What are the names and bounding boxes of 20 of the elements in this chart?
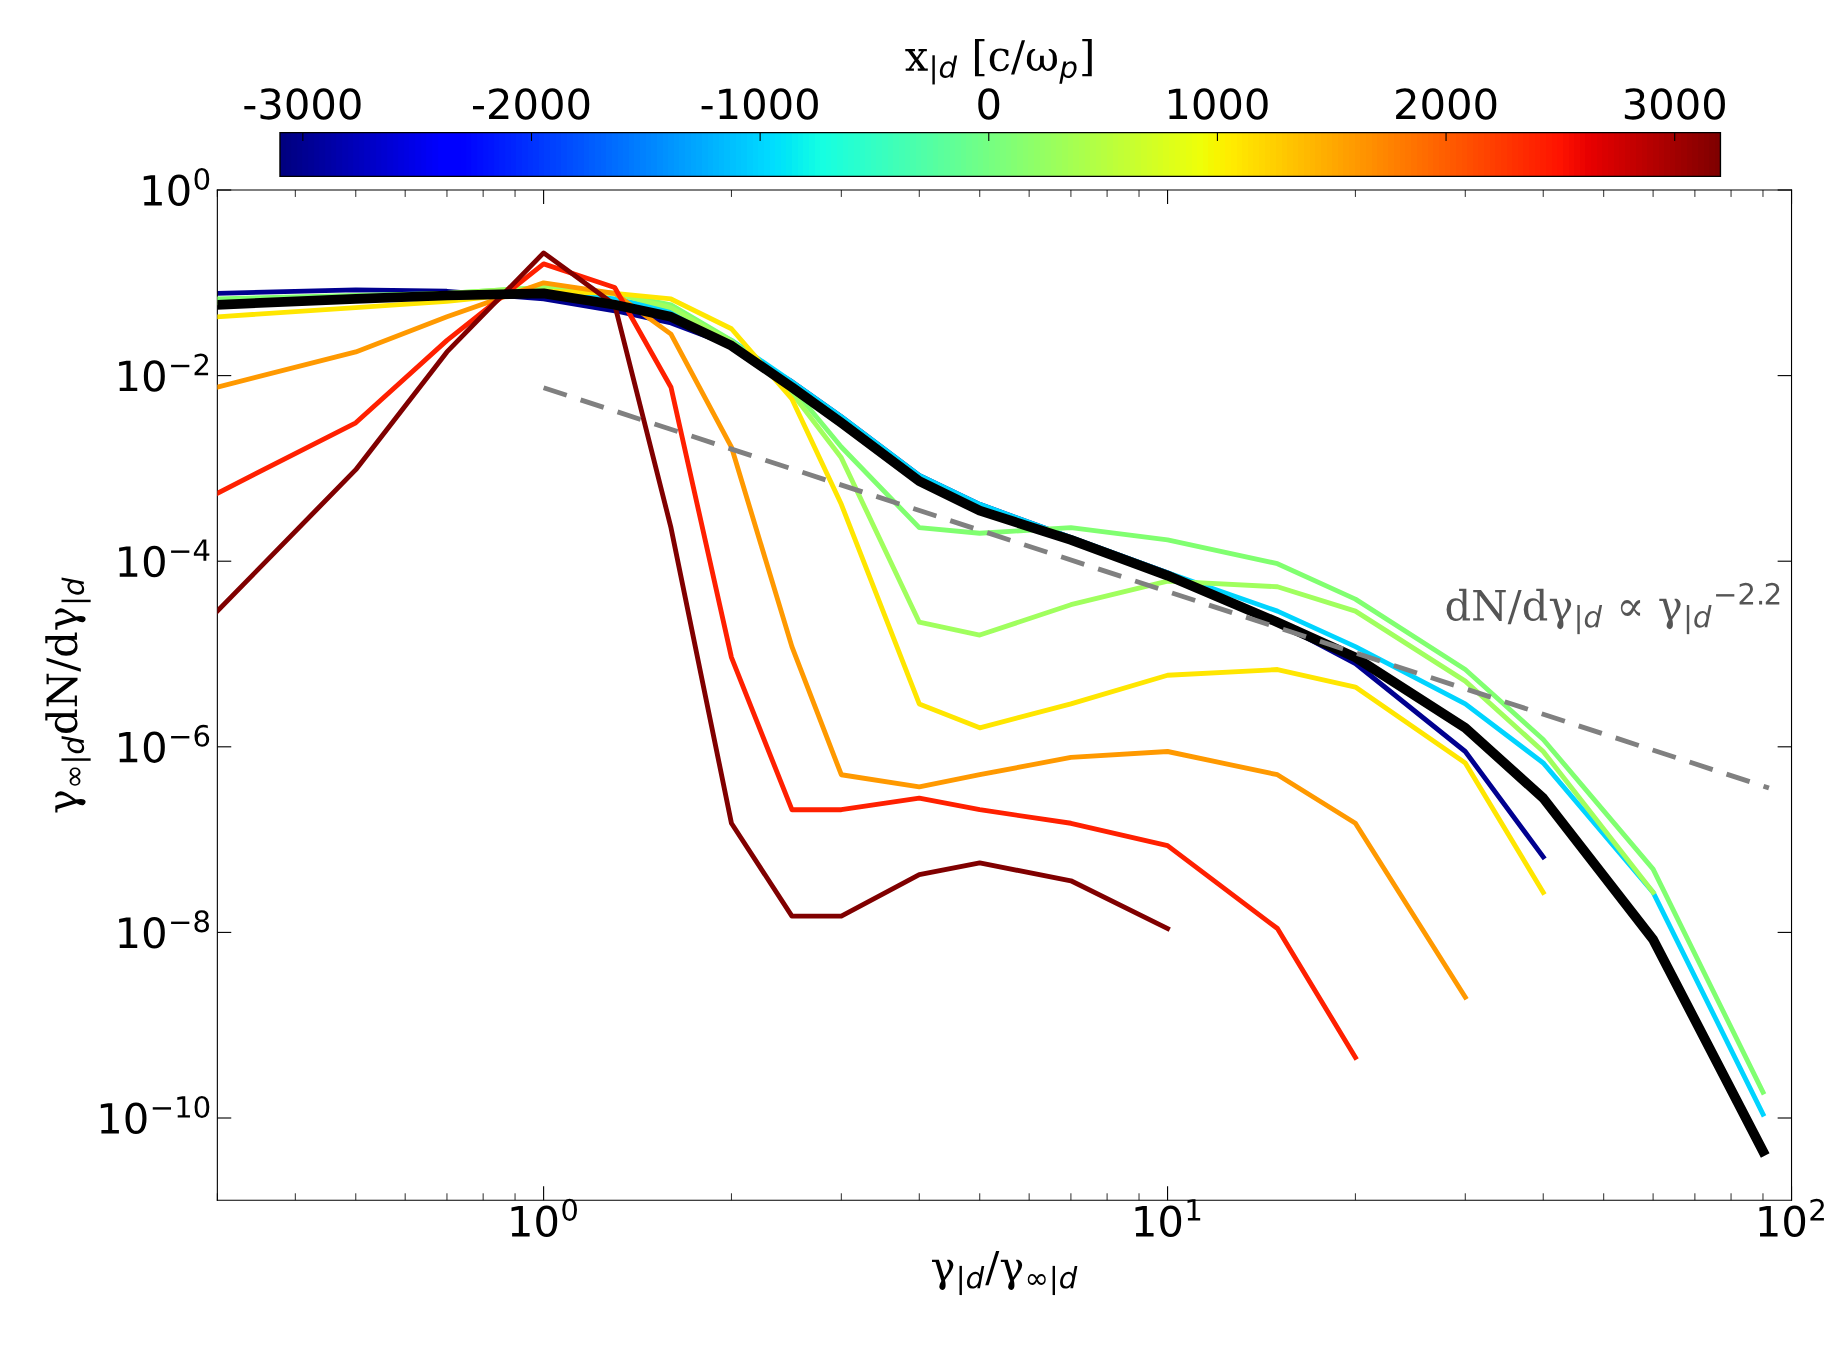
x-tick-label: 10$^{1}$ <box>1135 1199 1201 1238</box>
y-axis-title: γ$_{∞|d}$dN/dγ$_{|d}$ <box>45 577 91 813</box>
color-bar-label: -2000 <box>472 88 590 120</box>
color-bar-label: -1000 <box>701 88 818 120</box>
color-bar-title: x$_{|d}$ [c/ω$_{p}$] <box>905 39 1092 85</box>
y-tick-label: 10$^{0}$ <box>143 167 210 207</box>
x-tick-label: 10$^{2}$ <box>1759 1198 1824 1238</box>
color-bar-label: 3000 <box>1624 88 1725 120</box>
x-axis-title: γ$_{|d}$/γ$_{∞|d}$ <box>931 1250 1078 1296</box>
color-bar-label: -3000 <box>244 88 361 120</box>
annotation: dN/dγ$_{|d}$ ∝ γ$_{|d}$$^{−2.2}$ <box>1446 582 1780 635</box>
y-tick-label: 10$^{−4}$ <box>119 539 210 578</box>
color-bar-label: 0 <box>978 88 1000 120</box>
y-tick-label: 10$^{−8}$ <box>119 910 209 949</box>
color-bar-label: 2000 <box>1396 88 1497 120</box>
color-bar-label: 1000 <box>1168 88 1268 120</box>
x-tick-label: 10$^{0}$ <box>511 1198 577 1238</box>
y-tick-label: 10$^{−6}$ <box>119 724 210 763</box>
y-tick-label: 10$^{−2}$ <box>119 353 209 392</box>
y-tick-label: 10$^{−10}$ <box>100 1095 210 1135</box>
